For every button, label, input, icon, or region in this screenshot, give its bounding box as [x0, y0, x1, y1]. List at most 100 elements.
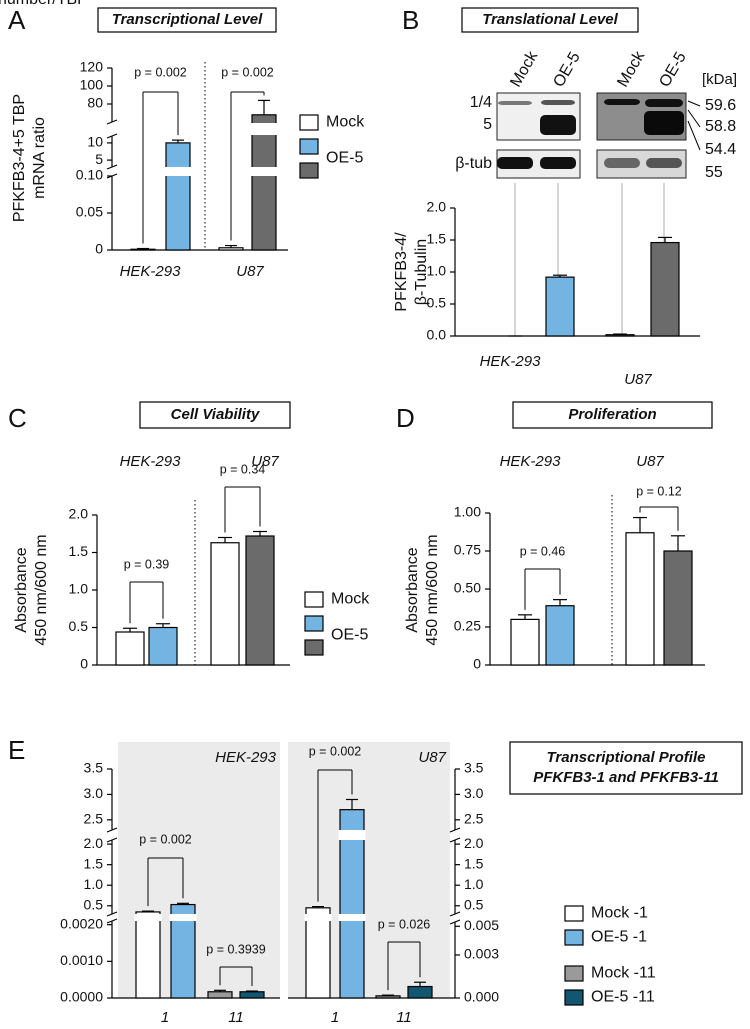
size-connector	[687, 100, 701, 107]
y-tick-label: 3.5	[464, 760, 484, 776]
x-tick-label: 1	[161, 1009, 169, 1026]
y-tick-label: 0.05	[76, 204, 103, 220]
title-box	[97, 7, 277, 33]
bar	[245, 535, 275, 666]
y-tick-label: 0.5	[84, 896, 104, 912]
bar	[130, 248, 156, 251]
panel-title: Cell Viability	[171, 406, 260, 423]
group-label: U87	[624, 371, 652, 388]
band-label: 1/4	[470, 94, 492, 111]
axis-break	[449, 837, 461, 843]
y-axis-label: 450 nm/600 nm	[424, 534, 441, 645]
y-tick-label: 0.0	[427, 327, 447, 343]
blot-band	[540, 115, 576, 135]
p-value: p = 0.002	[221, 65, 274, 79]
p-value: p = 0.026	[378, 917, 431, 931]
legend-swatch	[304, 615, 324, 632]
band-label: β-tub	[455, 155, 492, 172]
lane-label: OE-5	[656, 49, 689, 90]
p-value: p = 0.34	[220, 462, 266, 476]
axis-break	[106, 119, 118, 125]
y-tick-label: 2.0	[464, 835, 484, 851]
legend-label: OE-5 -11	[591, 989, 655, 1006]
y-tick-label: 2.5	[84, 811, 104, 827]
group-label: HEK-293	[215, 749, 277, 766]
y-tick-label: 0.0020	[60, 915, 103, 931]
y-axis-label: β-Tubulin	[413, 239, 430, 305]
y-tick-label: 1.0	[464, 876, 484, 892]
legend-swatch	[564, 929, 584, 946]
y-tick-label: 1.00	[454, 504, 481, 520]
bar-break	[134, 914, 162, 921]
p-value: p = 0.002	[309, 744, 362, 758]
y-tick-label: 3.5	[84, 760, 104, 776]
blot-band	[540, 157, 576, 169]
y-tick-label: 1.5	[69, 543, 89, 559]
p-value: p = 0.002	[134, 65, 187, 79]
panel-title: Translational Level	[482, 11, 618, 28]
band-label: 5	[483, 116, 492, 133]
bar-break	[164, 167, 192, 176]
legend-label: OE-5 -1	[591, 929, 647, 946]
y-tick-label: 0.000	[464, 989, 499, 1005]
y-tick-label: 80	[87, 95, 103, 111]
y-tick-label: 0.25	[454, 618, 481, 634]
bar	[545, 276, 575, 337]
bar	[545, 605, 575, 666]
legend-swatch	[564, 905, 584, 922]
blot-band	[646, 158, 682, 168]
group-label: U87	[636, 453, 664, 470]
group-label: U87	[418, 749, 446, 766]
y-axis-label: PFKFB3-4/	[393, 232, 410, 312]
group-label: HEK-293	[500, 453, 562, 470]
bar-break	[250, 123, 278, 135]
size-label: 59.6	[705, 97, 736, 114]
legend-swatch	[304, 639, 324, 656]
size-label: 58.8	[705, 118, 736, 135]
bar	[625, 532, 655, 666]
lane-label: OE-5	[550, 49, 583, 90]
y-tick-label: 10	[87, 134, 103, 150]
y-tick-label: 1.0	[69, 581, 89, 597]
y-tick-label: 5	[95, 151, 103, 167]
group-label: HEK-293	[120, 263, 182, 280]
x-tick-label: 1	[331, 1009, 339, 1026]
y-tick-label: 3.0	[84, 785, 104, 801]
panel-letter: E	[8, 735, 25, 765]
y-tick-label: 1.5	[464, 855, 484, 871]
axis-break	[449, 919, 461, 925]
y-tick-label: 0.5	[427, 295, 447, 311]
group-label: HEK-293	[120, 453, 182, 470]
bar	[239, 991, 265, 999]
legend-swatch	[564, 965, 584, 982]
y-axis-label: Copy number/TBP	[0, 0, 88, 8]
bar	[663, 550, 693, 666]
bar	[605, 334, 635, 337]
y-tick-label: 0.5	[69, 618, 89, 634]
bar	[218, 247, 244, 251]
y-tick-label: 0	[80, 656, 88, 672]
axis-break	[106, 918, 118, 924]
panel-letter: B	[402, 5, 419, 35]
bar	[165, 142, 191, 251]
panel-letter: C	[8, 403, 27, 433]
bar	[305, 907, 331, 999]
panel-title: Transcriptional Profile	[547, 749, 706, 766]
blot-band	[604, 99, 640, 105]
y-tick-label: 1.0	[427, 263, 447, 279]
blot-band	[604, 158, 640, 168]
y-tick-label: 0	[473, 656, 481, 672]
y-tick-label: 1.0	[84, 876, 104, 892]
legend-label: Mock -1	[591, 905, 648, 922]
y-tick-label: 0.0010	[60, 952, 103, 968]
group-label: HEK-293	[480, 353, 542, 370]
legend-label: OE-5	[326, 150, 363, 167]
bar	[375, 995, 401, 999]
bar	[251, 114, 277, 251]
axis-break	[106, 164, 118, 170]
y-axis-label: Absorbance	[404, 547, 421, 632]
panel-letter: D	[396, 403, 415, 433]
legend-label: Mock	[331, 591, 370, 608]
legend-swatch	[299, 138, 319, 155]
bar	[407, 985, 433, 999]
